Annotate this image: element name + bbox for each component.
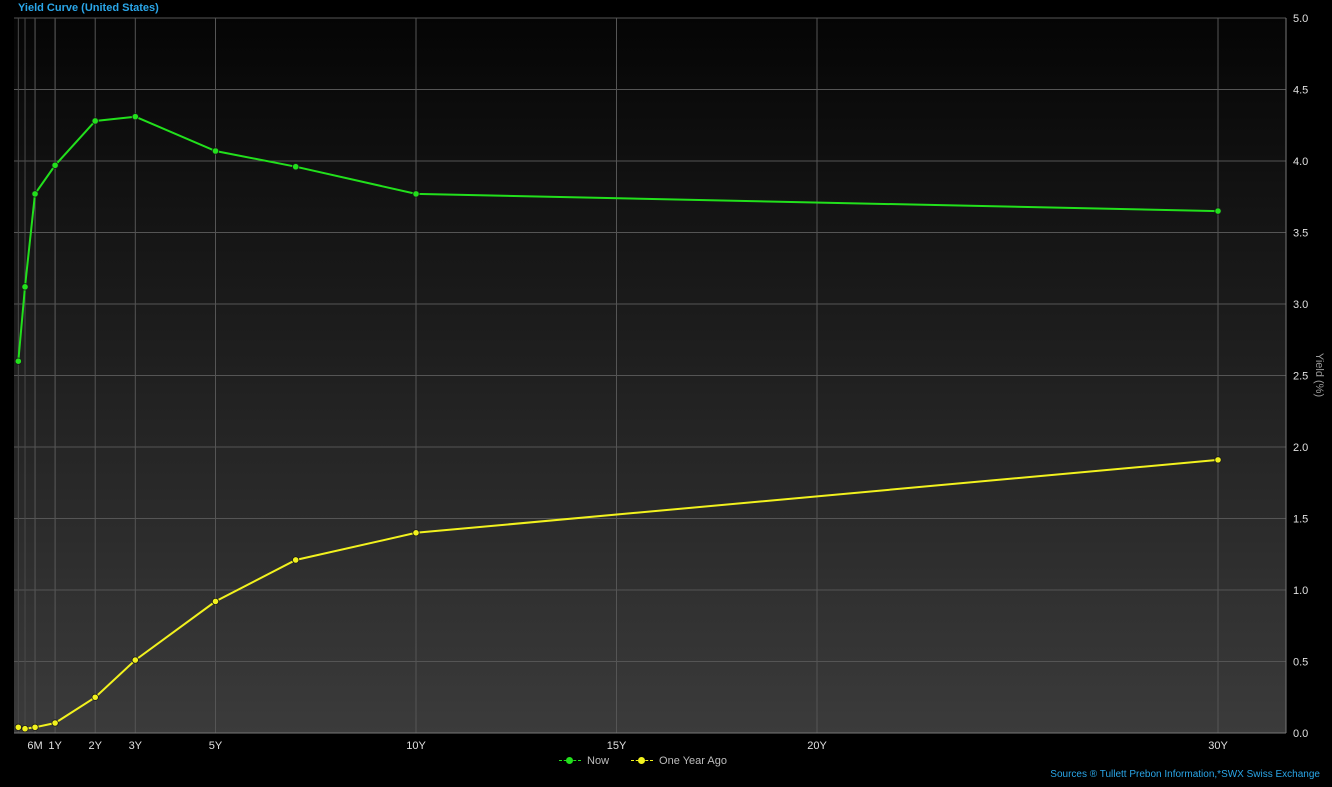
y-tick-label: 1.0: [1293, 585, 1308, 597]
series-1: [14, 456, 1222, 733]
legend: Now One Year Ago: [0, 755, 1286, 767]
x-tick-label: 6M: [27, 740, 42, 752]
y-tick-label: 5.0: [1293, 13, 1308, 25]
data-point: [292, 163, 300, 171]
series-line: [18, 458, 1219, 730]
data-point: [21, 283, 29, 291]
x-tick-label: 3Y: [129, 740, 143, 752]
axes: 0.0 0.5 1.0 1.5 2.0 2.5 3.0 3.5 4.0 4.5 5.0 6M 1Y 2Y 3…: [14, 13, 1325, 752]
legend-label: One Year Ago: [659, 755, 727, 767]
sources-credit[interactable]: Sources ® Tullett Prebon Information,*SW…: [1050, 769, 1320, 780]
y-tick-label: 1.5: [1293, 514, 1308, 526]
y-tick-label: 4.0: [1293, 156, 1308, 168]
legend-swatch: [559, 756, 582, 766]
data-point: [292, 556, 300, 564]
y-tick-label: 0.5: [1293, 657, 1308, 669]
series-line: [17, 115, 1219, 362]
y-tick-label: 4.5: [1293, 85, 1308, 97]
legend-item[interactable]: Now: [559, 755, 609, 767]
x-tick-label: 5Y: [209, 740, 223, 752]
data-point: [51, 161, 59, 169]
data-point: [131, 113, 139, 121]
data-point: [31, 190, 39, 198]
y-tick-label: 0.0: [1293, 728, 1308, 740]
legend-item[interactable]: One Year Ago: [631, 755, 727, 767]
chart-title: Yield Curve (United States): [18, 2, 159, 14]
data-point: [51, 719, 59, 727]
x-tick-label: 20Y: [807, 740, 827, 752]
x-tick-label: 30Y: [1208, 740, 1228, 752]
data-point: [211, 597, 220, 606]
legend-swatch: [631, 756, 654, 766]
data-point: [14, 723, 22, 731]
data-point: [91, 117, 99, 125]
grid-lines: [14, 17, 1286, 734]
data-point: [31, 723, 39, 731]
y-tick-label: 2.0: [1293, 442, 1308, 454]
data-point: [21, 725, 29, 733]
series-0: [14, 113, 1222, 365]
legend-label: Now: [587, 755, 610, 767]
data-point: [1214, 207, 1222, 215]
data-point: [14, 357, 22, 365]
data-point: [91, 693, 99, 701]
y-axis-title: Yield (%): [1313, 353, 1325, 397]
data-point: [1214, 456, 1222, 464]
x-tick-label: 1Y: [48, 740, 62, 752]
data-point: [412, 529, 420, 537]
x-tick-label: 2Y: [88, 740, 102, 752]
data-point: [211, 147, 220, 155]
data-point: [412, 190, 420, 198]
y-tick-label: 2.5: [1293, 371, 1308, 383]
y-tick-label: 3.5: [1293, 228, 1308, 240]
series-layer: [14, 113, 1222, 733]
data-point: [131, 656, 139, 664]
x-tick-label: 15Y: [607, 740, 627, 752]
y-tick-label: 3.0: [1293, 299, 1308, 311]
x-tick-label: 10Y: [406, 740, 426, 752]
